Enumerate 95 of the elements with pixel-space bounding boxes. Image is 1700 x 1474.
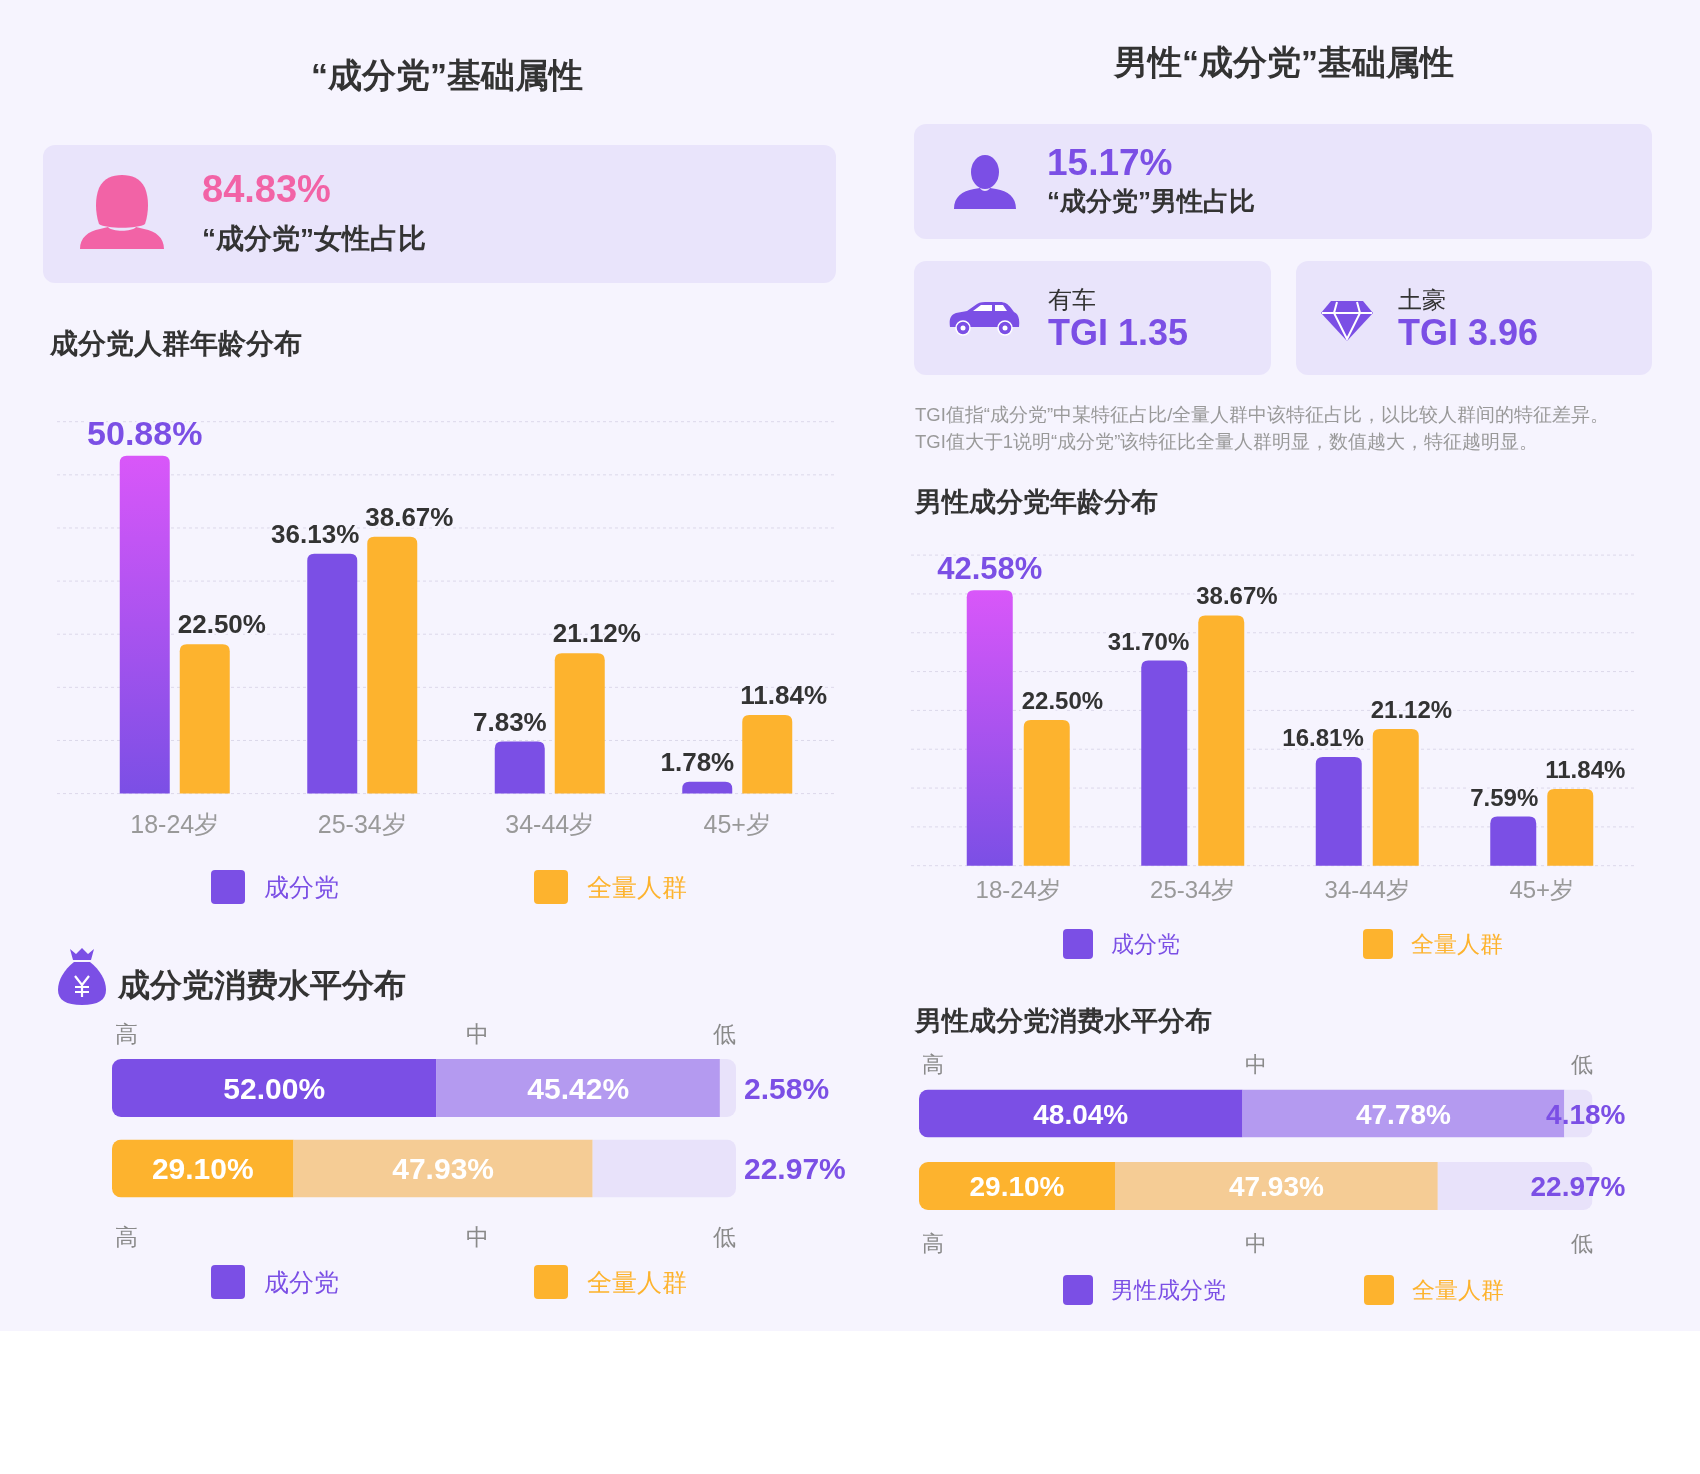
data-label: 22.97%: [1530, 1171, 1626, 1203]
x-tick-label: 34-44岁: [505, 810, 595, 838]
text: 高: [115, 1224, 138, 1250]
bar: [719, 1059, 736, 1117]
legend-label: 成分党: [1111, 931, 1180, 958]
data-label: 29.10%: [151, 1152, 254, 1186]
text: “成分党”基础属性: [311, 56, 583, 94]
text: TGI 3.96: [1398, 312, 1539, 353]
x-tick-label: 45+岁: [1509, 876, 1575, 903]
bar: [119, 455, 170, 794]
bar: [742, 714, 793, 794]
legend-label: 全量人群: [1411, 931, 1503, 958]
x-tick-label: 34-44岁: [1324, 876, 1410, 903]
data-label: 7.59%: [1470, 783, 1539, 811]
bar: [592, 1139, 736, 1198]
data-label: 22.50%: [1021, 687, 1104, 715]
legend-label: 成分党: [264, 873, 339, 901]
legend-label: 全量人群: [587, 873, 687, 901]
series-label: 低: [713, 1021, 736, 1047]
data-label: 11.84%: [740, 679, 827, 710]
series-label: 中: [1244, 1052, 1267, 1077]
x-tick-label: 18-24岁: [130, 810, 220, 838]
data-label: 7.83%: [473, 706, 547, 737]
text: 15.17%: [1047, 142, 1173, 183]
text: 84.83%: [202, 168, 331, 210]
series-label: 中: [465, 1021, 489, 1047]
text: 成分党: [264, 1268, 339, 1296]
bar: [307, 553, 358, 794]
data-label: 1.78%: [660, 746, 735, 777]
data-label: 11.84%: [1545, 756, 1626, 784]
data-label: 50.88%: [87, 413, 203, 452]
text: 土豪: [1398, 286, 1446, 313]
data-label: 4.18%: [1546, 1098, 1626, 1130]
text: “成分党”男性占比: [1047, 186, 1255, 216]
bar: [293, 1139, 593, 1198]
data-label: 52.00%: [223, 1071, 326, 1105]
text: 全量人群: [1412, 1277, 1504, 1304]
text: 有车: [1048, 286, 1096, 313]
text: “成分党”女性占比: [202, 223, 426, 254]
data-label: 2.58%: [744, 1071, 830, 1105]
bar: [1198, 615, 1245, 866]
data-label: 31.70%: [1107, 627, 1190, 655]
bar: [1141, 660, 1188, 866]
x-tick-label: 25-34岁: [317, 810, 407, 838]
data-label: 47.93%: [1228, 1171, 1324, 1203]
series-label: 高: [115, 1021, 138, 1047]
data-label: 16.81%: [1282, 723, 1364, 751]
text: TGI 1.35: [1048, 312, 1189, 353]
bar: [919, 1089, 1243, 1138]
chart-title: 成分党消费水平分布: [117, 967, 406, 1003]
text: 低: [713, 1224, 736, 1250]
data-label: 21.12%: [1370, 696, 1453, 724]
data-label: 47.93%: [392, 1152, 494, 1186]
data-label: 42.58%: [937, 551, 1043, 587]
bar: [1547, 789, 1594, 866]
data-label: 22.97%: [744, 1152, 846, 1186]
bar: [1372, 729, 1419, 866]
data-label: 22.50%: [177, 609, 266, 640]
bar: [966, 590, 1013, 866]
text: TGI值大于1说明“成分党”该特征比全量人群明显，数值越大，特征越明显。: [915, 431, 1539, 452]
text: 男性成分党: [1111, 1277, 1226, 1304]
text: 中: [465, 1224, 489, 1250]
data-label: 38.67%: [1196, 582, 1278, 610]
series-label: 低: [1570, 1052, 1593, 1077]
series-label: 高: [922, 1052, 944, 1077]
text: TGI值指“成分党”中某特征占比/全量人群中该特征占比，以比较人群间的特征差异。: [915, 404, 1610, 425]
text: 高: [922, 1231, 944, 1256]
text: 男性“成分党”基础属性: [1113, 43, 1454, 81]
chart-title: 成分党人群年龄分布: [49, 328, 302, 359]
x-tick-label: 18-24岁: [975, 876, 1061, 903]
bar: [436, 1059, 720, 1117]
bar: [682, 781, 733, 794]
data-label: 21.12%: [552, 618, 641, 649]
data-label: 36.13%: [271, 518, 360, 549]
bar: [179, 644, 230, 794]
text: 中: [1244, 1231, 1267, 1256]
data-label: 45.42%: [527, 1071, 630, 1105]
bar: [1315, 756, 1362, 866]
bar: [1023, 720, 1070, 866]
data-label: 29.10%: [969, 1171, 1065, 1203]
data-label: 48.04%: [1033, 1098, 1129, 1130]
bar: [112, 1059, 437, 1117]
bar: [1490, 816, 1537, 866]
bar: [494, 741, 545, 794]
bar: [1114, 1162, 1438, 1210]
data-label: 47.78%: [1355, 1098, 1452, 1130]
chart-title: 男性成分党消费水平分布: [914, 1006, 1212, 1036]
bar: [367, 536, 418, 794]
text: 低: [1570, 1231, 1593, 1256]
chart-title: 男性成分党年龄分布: [914, 487, 1158, 517]
x-tick-label: 45+岁: [703, 810, 771, 838]
bar: [554, 653, 605, 794]
text: 全量人群: [587, 1268, 687, 1296]
data-label: 38.67%: [365, 501, 454, 532]
x-tick-label: 25-34岁: [1150, 876, 1236, 903]
